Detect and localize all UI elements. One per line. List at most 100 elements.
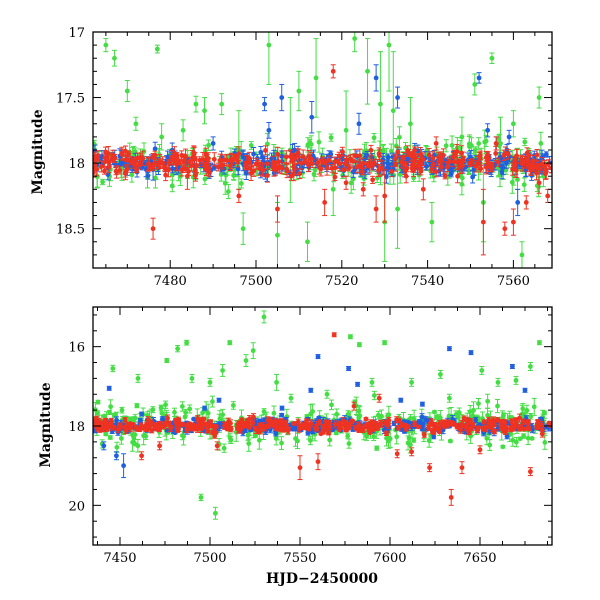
data-point [437, 420, 443, 428]
data-point [316, 131, 322, 153]
data-point [513, 436, 519, 448]
data-point [433, 136, 439, 151]
data-point [389, 165, 395, 178]
data-point [308, 387, 314, 393]
data-point [360, 157, 366, 169]
data-point [407, 97, 413, 151]
data-point [456, 426, 462, 432]
data-point [421, 431, 427, 438]
data-point [506, 129, 512, 144]
data-point [347, 421, 353, 427]
data-point [356, 112, 362, 135]
data-point [274, 195, 280, 223]
data-point [420, 178, 426, 201]
data-point [485, 123, 491, 138]
data-point [395, 146, 401, 158]
data-point [416, 424, 422, 430]
data-point [316, 160, 322, 175]
data-point [230, 401, 236, 410]
data-point [186, 424, 192, 432]
data-point [489, 52, 495, 64]
data-point [341, 162, 347, 178]
data-point [250, 342, 256, 360]
data-point [476, 72, 482, 84]
data-point [157, 441, 163, 451]
data-point [228, 153, 234, 169]
data-point [356, 342, 362, 348]
data-point [124, 80, 130, 102]
data-point [158, 404, 164, 412]
data-point [261, 408, 267, 415]
data-point [130, 421, 136, 427]
data-point [375, 424, 381, 431]
data-point [436, 429, 442, 435]
data-point [409, 447, 415, 457]
top-y-tick-label: 17 [68, 26, 85, 41]
data-point [517, 426, 523, 432]
data-point [175, 344, 181, 353]
data-point [209, 395, 215, 408]
data-point [473, 416, 479, 424]
data-point [103, 431, 109, 437]
data-point [489, 163, 495, 172]
data-point [546, 420, 552, 426]
data-point [258, 145, 264, 159]
data-point [291, 421, 297, 426]
data-point [279, 83, 285, 112]
data-point [446, 393, 452, 403]
data-point [215, 162, 221, 172]
top-y-tick-label: 18.5 [56, 223, 85, 238]
data-point [322, 424, 328, 433]
data-point [175, 425, 181, 433]
data-point [466, 430, 472, 436]
data-point [155, 160, 161, 170]
data-point [521, 426, 527, 432]
data-point [110, 364, 116, 373]
data-point [433, 414, 439, 420]
data-point [409, 377, 415, 387]
data-point [172, 418, 178, 423]
data-point [371, 390, 377, 401]
data-point [227, 340, 233, 346]
data-point [357, 148, 363, 163]
data-point [131, 434, 137, 443]
data-point [346, 366, 352, 371]
data-point [542, 435, 548, 450]
data-point [493, 136, 499, 151]
data-point [139, 451, 145, 461]
data-point [419, 413, 425, 421]
data-point [373, 195, 379, 223]
data-point [360, 182, 366, 197]
data-point [351, 401, 357, 411]
data-point [114, 165, 120, 179]
data-point [297, 455, 303, 481]
data-point [511, 424, 517, 430]
data-point [184, 162, 190, 190]
data-point [283, 150, 289, 164]
data-point [124, 421, 130, 427]
data-point [363, 416, 369, 422]
data-point [382, 340, 388, 346]
bottom-x-tick-label: 7450 [103, 551, 136, 566]
data-point [307, 435, 313, 446]
data-point [322, 188, 328, 217]
data-point [224, 154, 230, 167]
data-point [520, 402, 526, 415]
data-point [95, 399, 101, 405]
bottom-series-red-band [93, 332, 552, 506]
data-point [267, 426, 273, 434]
data-point [354, 427, 360, 432]
data-point [251, 164, 257, 177]
x-axis-title: HJD−2450000 [266, 571, 378, 587]
data-point [313, 38, 319, 118]
data-point [288, 171, 294, 181]
data-point [103, 424, 109, 432]
data-point [412, 420, 418, 428]
data-point [231, 170, 237, 181]
data-point [475, 397, 481, 410]
data-point [429, 201, 435, 243]
data-point [202, 97, 208, 125]
data-point [183, 408, 189, 417]
data-point [205, 427, 211, 434]
data-point [367, 156, 373, 169]
